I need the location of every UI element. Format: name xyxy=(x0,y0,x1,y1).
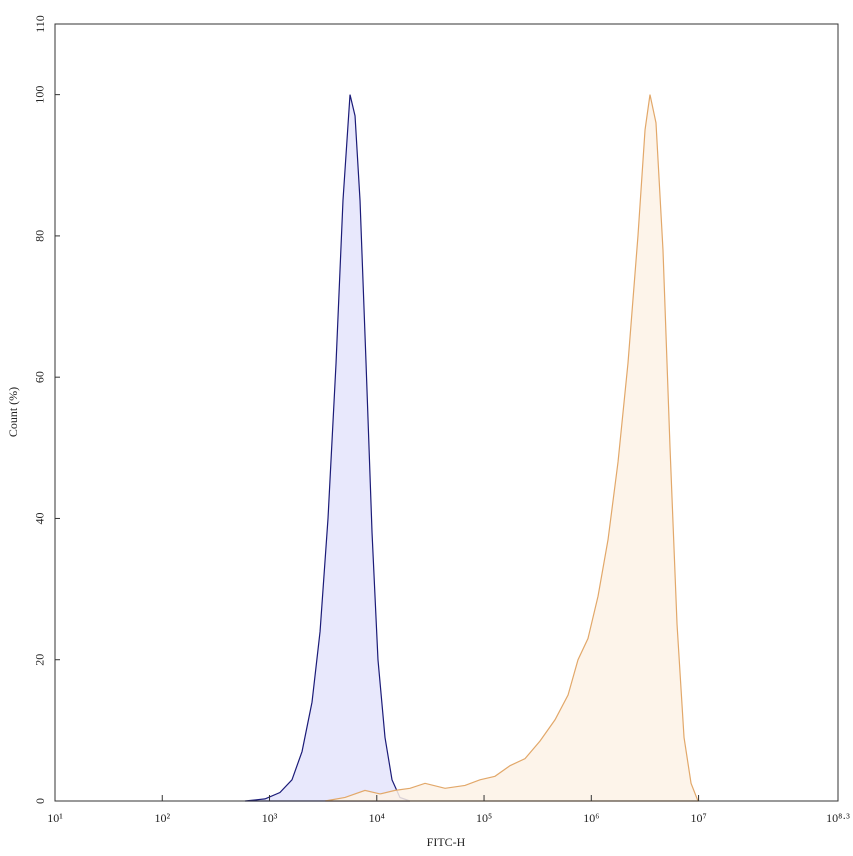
y-tick-label: 110 xyxy=(33,15,47,33)
x-tick-label: 10⁴ xyxy=(369,811,385,825)
x-tick-label: 10¹ xyxy=(47,811,63,825)
y-tick-label: 60 xyxy=(33,371,47,383)
y-tick-label: 100 xyxy=(33,86,47,104)
y-tick-label: 20 xyxy=(33,654,47,666)
x-tick-label: 10³ xyxy=(262,811,278,825)
histogram-area xyxy=(244,94,411,802)
plot-frame xyxy=(54,23,839,802)
y-tick-label: 0 xyxy=(33,798,47,804)
x-tick-label: 10⁵ xyxy=(476,811,492,825)
x-tick-label: 10⁸·³ xyxy=(826,811,850,825)
y-axis-label: Count (%) xyxy=(6,387,20,437)
x-tick-label: 10⁶ xyxy=(583,811,599,825)
y-tick-label: 80 xyxy=(33,230,47,242)
y-tick-label: 40 xyxy=(33,512,47,524)
x-axis-label: FITC-H xyxy=(427,835,466,849)
x-tick-label: 10⁷ xyxy=(690,811,706,825)
histogram-area xyxy=(324,94,699,802)
x-tick-label: 10² xyxy=(154,811,170,825)
